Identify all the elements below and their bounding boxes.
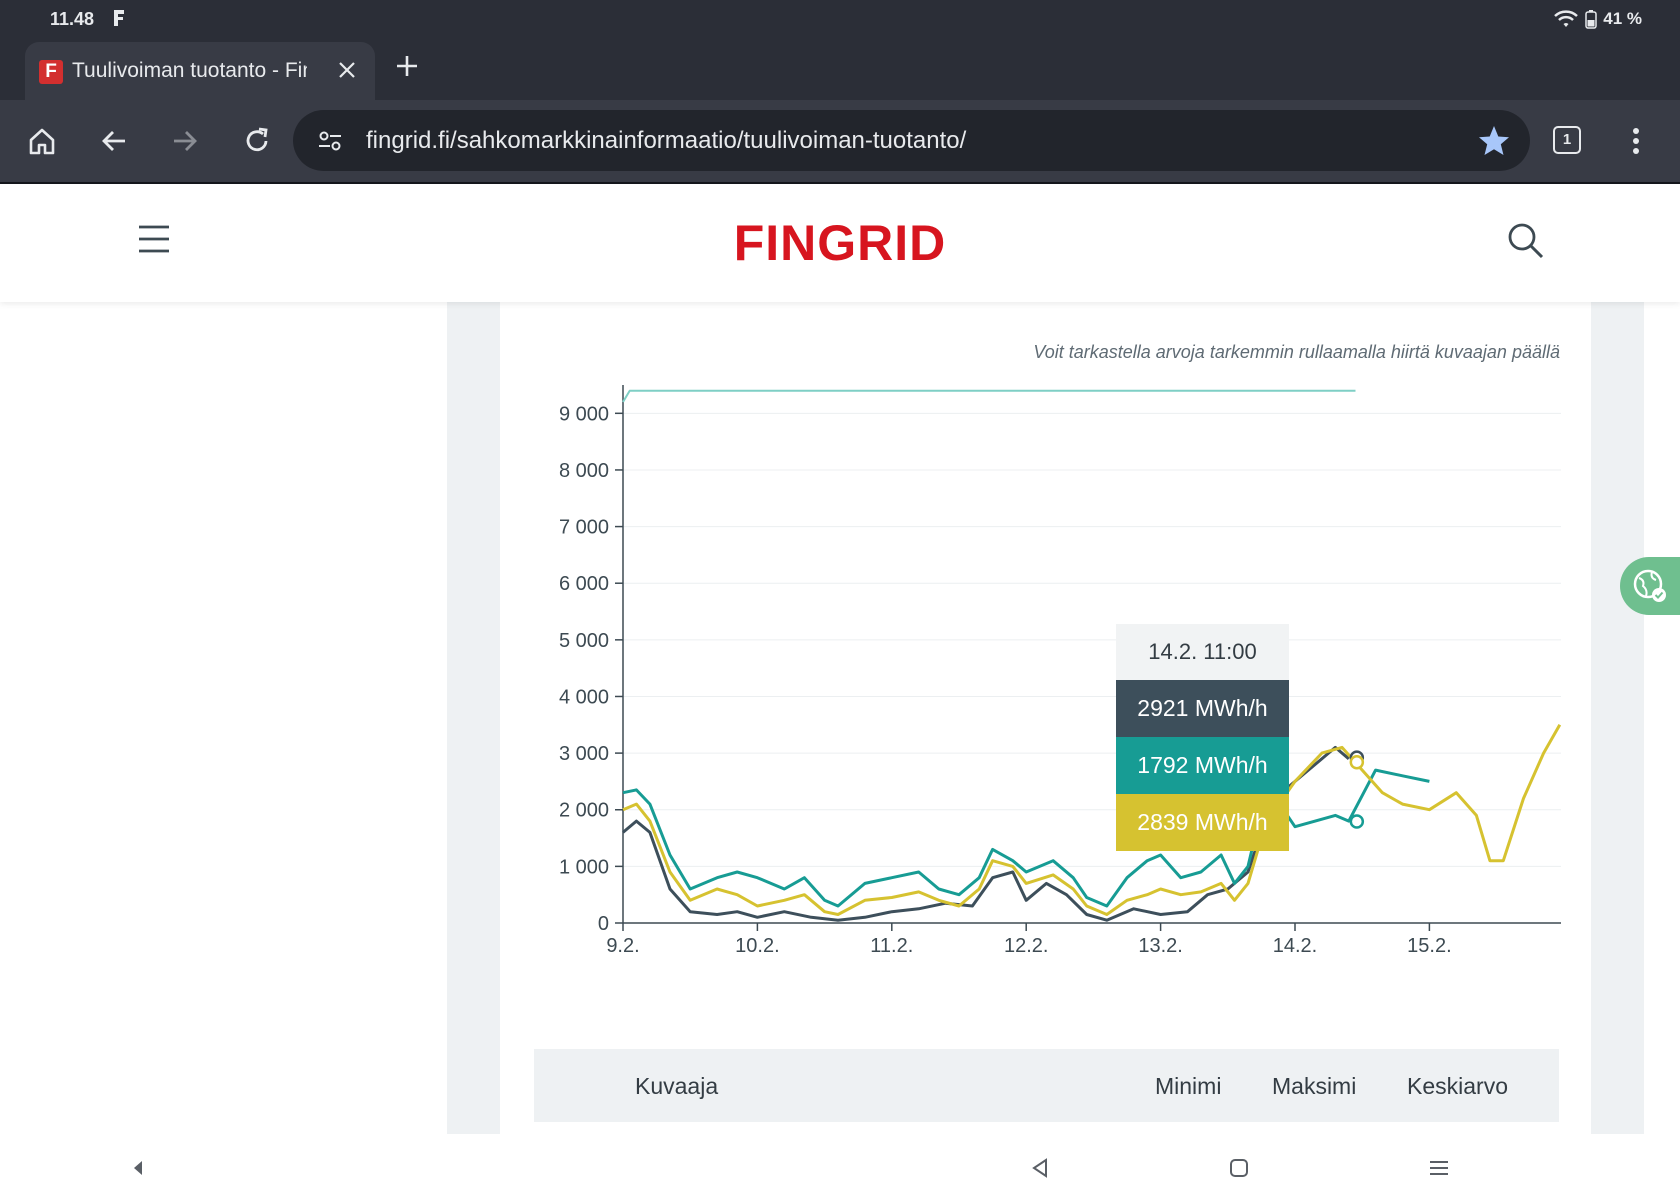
chart-hint: Voit tarkastella arvoja tarkemmin rullaa… (1033, 342, 1560, 362)
browser-toolbar: fingrid.fi/sahkomarkkinainformaatio/tuul… (0, 100, 1680, 184)
url-text[interactable]: fingrid.fi/sahkomarkkinainformaatio/tuul… (366, 127, 967, 154)
y-tick-label: 5 000 (559, 630, 609, 652)
column-maksimi[interactable]: Maksimi (1272, 1073, 1357, 1099)
chart-card (500, 302, 1591, 1134)
x-tick-label: 15.2. (1407, 935, 1451, 957)
tab-switcher-button[interactable]: 1 (1553, 126, 1581, 154)
y-tick-label: 6 000 (559, 573, 609, 595)
nav-recents-icon[interactable] (1425, 1154, 1453, 1182)
status-indicators: 41 % (1553, 9, 1642, 29)
globe-check-icon (1633, 569, 1666, 602)
column-keskiarvo[interactable]: Keskiarvo (1407, 1073, 1508, 1099)
feedback-button[interactable] (1620, 557, 1680, 615)
series-line-1 (622, 745, 1350, 922)
tab-title: Tuulivoiman tuotanto - Fingrid (72, 59, 307, 82)
wind-production-chart[interactable]: 0 1 000 2 000 3 000 4 000 5 000 6 000 7 000 8 00… (530, 385, 1575, 970)
tooltip-date: 14.2. 11:00 (1116, 624, 1289, 680)
y-tick-label: 2 000 (559, 800, 609, 822)
site-header: FINGRID (0, 184, 1680, 302)
hover-marker-yellow (1349, 754, 1365, 770)
app-notification-icon (114, 10, 124, 26)
system-status-bar: 11.48 41 % (0, 0, 1680, 38)
y-tick-label: 3 000 (559, 743, 609, 765)
fingrid-logo[interactable]: FINGRID (733, 215, 947, 271)
back-arrow-icon[interactable] (98, 125, 130, 157)
home-icon[interactable] (26, 125, 58, 157)
chart-hover-markers (1349, 750, 1365, 829)
tooltip-value-dark: 2921 MWh/h (1116, 680, 1289, 737)
y-tick-label: 0 (598, 913, 609, 935)
taskbar-collapse-icon[interactable] (124, 1154, 152, 1182)
battery-icon (1585, 10, 1597, 29)
bookmark-star-icon[interactable] (1477, 124, 1511, 158)
y-tick-label: 8 000 (559, 460, 609, 482)
stats-table-header: Kuvaaja Minimi Maksimi Keskiarvo (534, 1049, 1559, 1122)
y-tick-label: 1 000 (559, 856, 609, 878)
status-time: 11.48 (50, 9, 95, 29)
new-tab-icon[interactable] (393, 52, 421, 80)
y-tick-label: 7 000 (559, 517, 609, 539)
x-tick-label: 11.2. (870, 935, 913, 957)
wifi-icon (1554, 10, 1579, 27)
browser-tab[interactable]: F Tuulivoiman tuotanto - Fingrid (25, 42, 375, 100)
fingrid-favicon-icon: F (39, 60, 63, 84)
x-tick-label: 12.2. (1004, 935, 1048, 957)
column-minimi[interactable]: Minimi (1155, 1073, 1222, 1099)
hover-marker-teal (1349, 814, 1365, 829)
series-line-0 (622, 389, 1356, 403)
column-kuvaaja[interactable]: Kuvaaja (635, 1073, 719, 1099)
close-tab-icon[interactable] (333, 56, 361, 84)
tooltip-value-yellow: 2839 MWh/h (1116, 794, 1289, 851)
tooltip-value-teal: 1792 MWh/h (1116, 737, 1289, 794)
battery-level: 41 % (1603, 9, 1642, 28)
hamburger-menu-icon[interactable] (137, 224, 171, 254)
address-bar[interactable]: fingrid.fi/sahkomarkkinainformaatio/tuul… (293, 110, 1530, 171)
series-line-3 (622, 724, 1562, 916)
forward-arrow-icon[interactable] (169, 125, 201, 157)
y-tick-label: 4 000 (559, 686, 609, 708)
x-tick-label: 14.2. (1273, 935, 1317, 957)
series-line-2 (622, 768, 1430, 908)
chart-gridlines (623, 412, 1561, 867)
search-icon[interactable] (1505, 220, 1545, 260)
reload-icon[interactable] (241, 125, 273, 157)
nav-back-icon[interactable] (1026, 1154, 1054, 1182)
x-tick-label: 10.2. (735, 935, 779, 957)
chart-tooltip: 14.2. 11:00 2921 MWh/h 1792 MWh/h 2839 M… (1116, 624, 1289, 851)
x-tick-label: 13.2. (1138, 935, 1182, 957)
chart-axes: 0 1 000 2 000 3 000 4 000 5 000 6 000 7 000 8 00… (559, 385, 1561, 957)
system-navigation-bar (0, 1134, 1680, 1200)
nav-home-icon[interactable] (1225, 1154, 1253, 1182)
y-tick-label: 9 000 (559, 403, 609, 425)
x-tick-label: 9.2. (606, 935, 639, 957)
browser-tab-strip: F Tuulivoiman tuotanto - Fingrid (0, 38, 1680, 100)
more-menu-icon[interactable] (1628, 125, 1644, 157)
site-settings-icon[interactable] (317, 128, 343, 154)
